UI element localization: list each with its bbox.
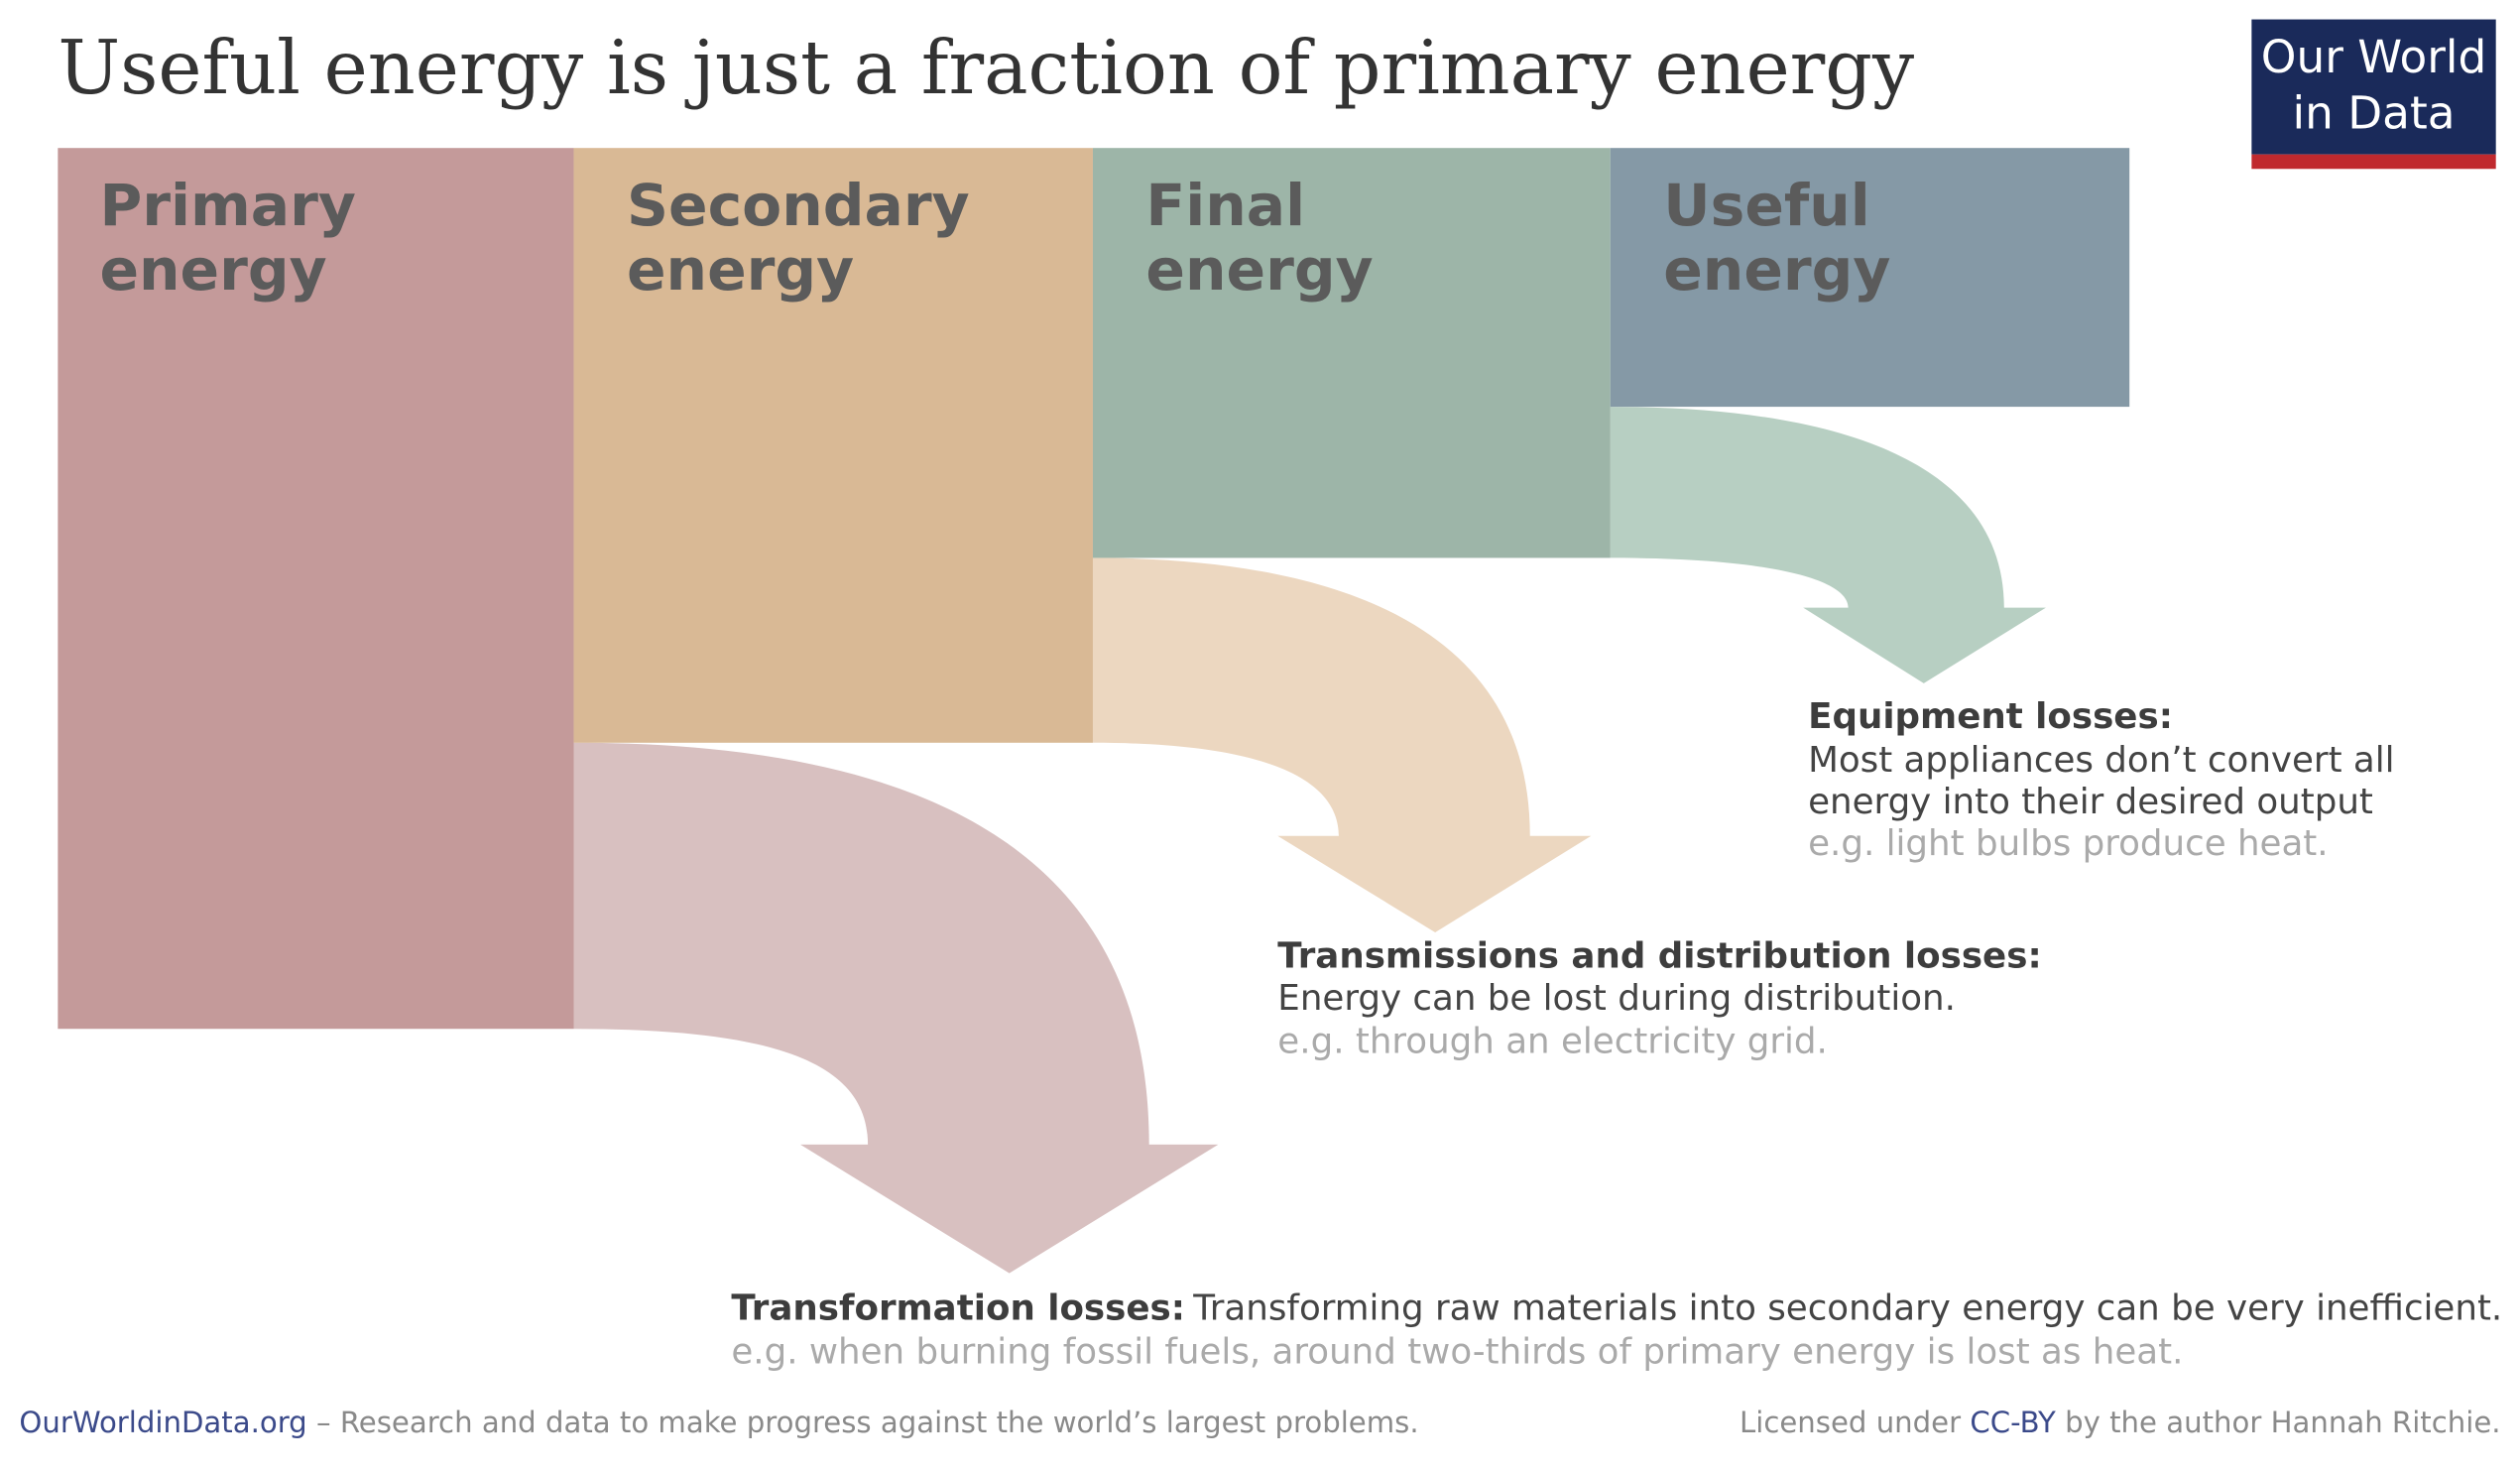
useful-block [1610, 148, 2130, 408]
site-link[interactable]: OurWorldinData.org [19, 1406, 306, 1439]
logo-text: Our World [2261, 31, 2487, 83]
footer-left: OurWorldinData.org – Research and data t… [19, 1406, 1418, 1439]
transformation-arrow [573, 742, 1219, 1274]
stage-label: Final [1145, 172, 1305, 239]
stage-label: energy [1663, 236, 1890, 304]
stage-label: Secondary [627, 172, 970, 239]
loss-heading: Equipment losses: [1808, 696, 2173, 737]
loss-description: Most appliances don’t convert all [1808, 740, 2394, 781]
loss-description: Transforming raw materials into secondar… [1192, 1288, 2502, 1329]
tagline: – Research and data to make progress aga… [316, 1406, 1419, 1439]
equipment-arrow [1610, 407, 2046, 683]
final-block [1092, 148, 1611, 558]
logo-text: in Data [2292, 87, 2455, 140]
stage-label: energy [1145, 236, 1373, 304]
loss-heading: Transformation losses: [731, 1288, 1185, 1329]
logo: Our World in Data [2251, 19, 2496, 170]
loss-example: e.g. when burning fossil fuels, around t… [731, 1331, 2183, 1372]
loss-example: e.g. light bulbs produce heat. [1808, 823, 2329, 864]
logo-box [2251, 19, 2496, 155]
logo-bar [2251, 154, 2496, 170]
transformation-line: Transformation losses: Transforming raw … [731, 1288, 2502, 1329]
secondary-block [573, 148, 1093, 743]
loss-description: Energy can be lost during distribution. [1277, 978, 1956, 1019]
stage-label: energy [627, 236, 854, 304]
primary-block [58, 148, 574, 1030]
loss-heading: Transmissions and distribution losses: [1277, 936, 2041, 977]
stage-label: Useful [1663, 172, 1870, 239]
stage-label: energy [99, 236, 326, 304]
title: Useful energy is just a fraction of prim… [58, 25, 1914, 111]
license-link[interactable]: CC-BY [1970, 1406, 2056, 1439]
loss-description: energy into their desired output [1808, 782, 2373, 822]
transmission-arrow [1092, 557, 1592, 933]
license-prefix: Licensed under [1740, 1406, 1961, 1439]
license-suffix: by the author Hannah Ritchie. [2065, 1406, 2500, 1439]
loss-example: e.g. through an electricity grid. [1277, 1022, 1828, 1062]
stage-label: Primary [99, 172, 355, 239]
footer-right: Licensed under CC-BY by the author Hanna… [1740, 1406, 2501, 1439]
